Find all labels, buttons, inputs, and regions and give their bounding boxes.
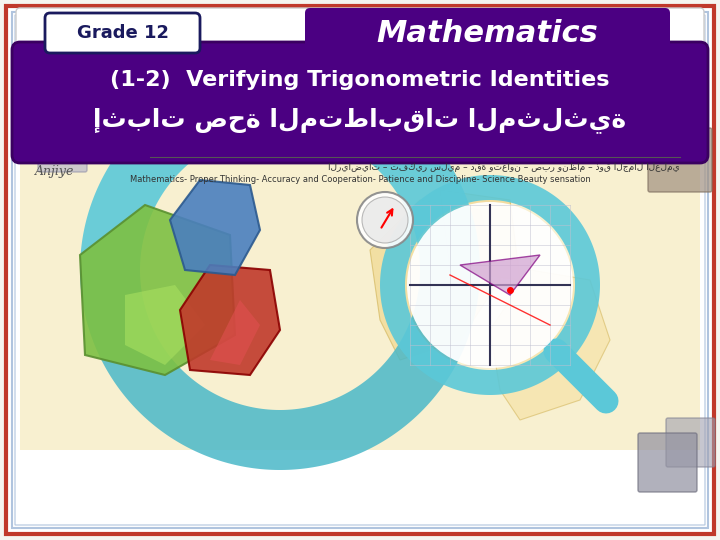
Polygon shape [440,190,520,280]
FancyBboxPatch shape [16,8,704,64]
Polygon shape [210,300,260,365]
Text: Anjiye: Anjiye [35,165,75,179]
Polygon shape [170,180,260,275]
Text: Mathematics- Proper Thinking- Accuracy and Cooperation- Patience and Discipline-: Mathematics- Proper Thinking- Accuracy a… [130,176,590,185]
Polygon shape [490,270,610,420]
FancyBboxPatch shape [38,118,87,172]
FancyBboxPatch shape [666,418,715,467]
Text: Grade 12: Grade 12 [77,24,169,42]
FancyBboxPatch shape [618,88,692,162]
Polygon shape [80,270,480,470]
Polygon shape [80,205,235,375]
FancyBboxPatch shape [648,128,712,192]
Text: (1-2)  Verifying Trigonometric Identities: (1-2) Verifying Trigonometric Identities [110,70,610,90]
Polygon shape [80,70,480,270]
FancyBboxPatch shape [305,8,670,58]
Circle shape [357,192,413,248]
Polygon shape [125,285,205,365]
Text: إثبات صحة المتطابقات المثلثية: إثبات صحة المتطابقات المثلثية [94,107,626,133]
FancyBboxPatch shape [20,88,74,152]
Text: الرياضيات – تفكير سليم – دقة وتعاون – صبر ونظام – ذوق الجمال العلمي: الرياضيات – تفكير سليم – دقة وتعاون – صب… [328,164,680,172]
Text: Mathematics: Mathematics [376,18,598,48]
FancyBboxPatch shape [12,42,708,163]
Circle shape [407,202,573,368]
FancyBboxPatch shape [6,6,714,534]
Polygon shape [460,255,540,295]
Polygon shape [180,265,280,375]
FancyBboxPatch shape [638,433,697,492]
Circle shape [362,197,408,243]
Polygon shape [370,200,500,360]
FancyBboxPatch shape [20,140,700,450]
FancyBboxPatch shape [45,13,200,53]
Polygon shape [380,175,600,395]
